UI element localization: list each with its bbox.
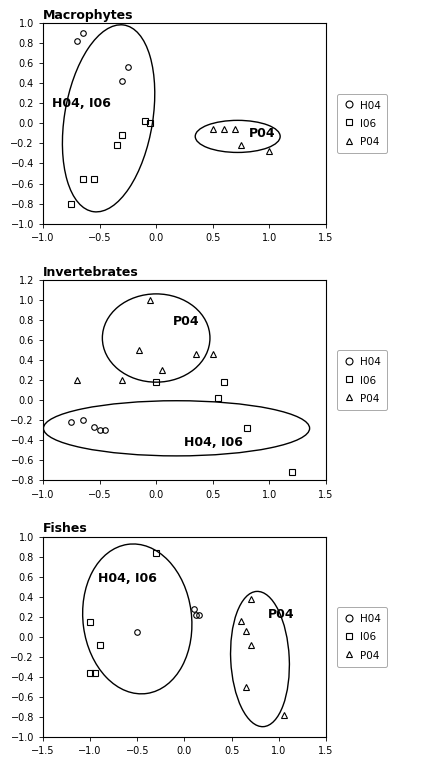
Text: H04, I06: H04, I06 — [52, 97, 111, 110]
Text: H04, I06: H04, I06 — [184, 436, 243, 449]
Text: P04: P04 — [268, 608, 294, 621]
Legend: H04, I06, P04: H04, I06, P04 — [337, 350, 387, 410]
Text: Fishes: Fishes — [43, 522, 88, 535]
Text: H04, I06: H04, I06 — [98, 572, 157, 585]
Legend: H04, I06, P04: H04, I06, P04 — [337, 94, 387, 153]
Legend: H04, I06, P04: H04, I06, P04 — [337, 607, 387, 667]
Text: P04: P04 — [249, 127, 276, 140]
Text: Invertebrates: Invertebrates — [43, 266, 139, 279]
Text: Macrophytes: Macrophytes — [43, 9, 133, 22]
Text: P04: P04 — [173, 316, 200, 329]
